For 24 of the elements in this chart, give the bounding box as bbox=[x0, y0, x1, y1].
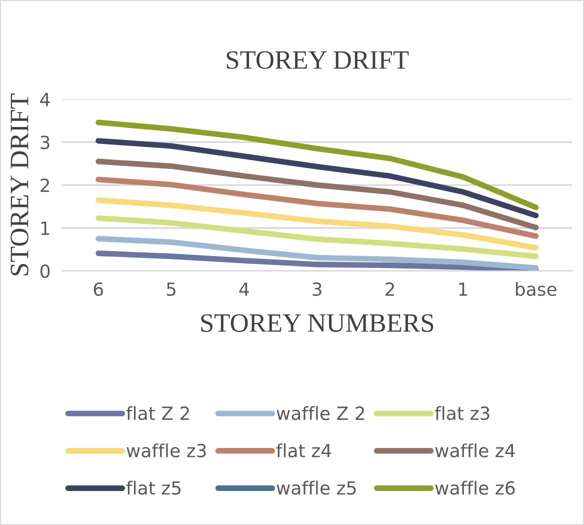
y-axis-title: STOREY DRIFT bbox=[10, 93, 28, 276]
chart-title: STOREY DRIFT bbox=[226, 51, 409, 69]
x-tick-label: 2 bbox=[386, 282, 394, 296]
legend-label: waffle Z 2 bbox=[276, 406, 364, 420]
legend-label: flat Z 2 bbox=[126, 406, 189, 420]
x-tick-label: 1 bbox=[459, 282, 468, 296]
legend-label: waffle z5 bbox=[276, 480, 356, 495]
x-tick-label: base bbox=[516, 282, 556, 296]
legend-label: flat z3 bbox=[434, 406, 490, 420]
y-tick-label: 3 bbox=[40, 136, 50, 150]
legend-label: waffle z3 bbox=[126, 443, 206, 458]
y-tick-label: 1 bbox=[41, 222, 50, 235]
y-tick-label: 0 bbox=[40, 264, 50, 278]
legend-label: waffle z4 bbox=[435, 443, 515, 458]
y-tick-label: 2 bbox=[40, 178, 49, 192]
legend-label: flat z5 bbox=[126, 480, 181, 495]
x-tick-label: 4 bbox=[239, 282, 249, 296]
x-axis-title: STOREY NUMBERS bbox=[201, 314, 434, 332]
y-tick-label: 4 bbox=[40, 92, 50, 106]
legend-label: flat z4 bbox=[276, 443, 332, 458]
legend-label: waffle z6 bbox=[435, 480, 515, 495]
x-tick-label: 3 bbox=[312, 282, 322, 296]
x-tick-label: 5 bbox=[166, 282, 176, 296]
x-tick-label: 6 bbox=[94, 282, 103, 296]
